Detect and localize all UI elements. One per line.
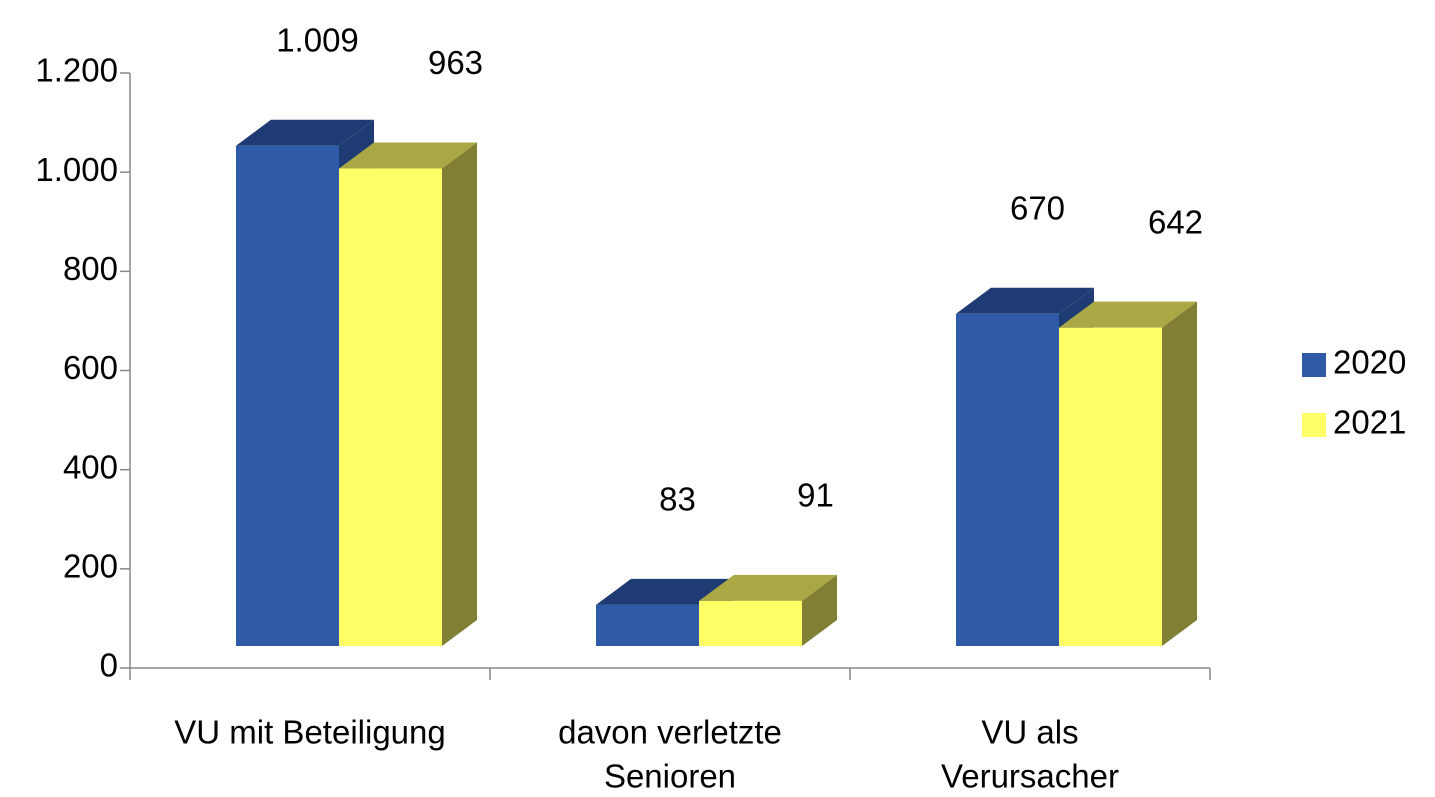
bar [699,600,802,646]
legend-label: 2020 [1333,344,1406,381]
bar [1059,327,1162,646]
bar-side [802,574,837,646]
y-tick-label: 400 [63,448,118,485]
legend-swatch [1302,353,1326,377]
x-tick-label: davon verletzte [558,714,782,751]
bar-side [1162,301,1197,646]
bar-top [699,574,837,601]
bar-top [956,287,1094,314]
bar [339,168,442,646]
x-tick-label: VU als [981,714,1078,751]
y-tick-label: 600 [63,349,118,386]
y-tick-label: 0 [100,647,118,684]
bar-top [339,142,477,169]
legend-label: 2021 [1333,404,1406,441]
x-tick-label: VU mit Beteiligung [174,714,445,751]
bar [596,604,699,646]
legend-swatch [1302,413,1326,437]
bar [236,145,339,646]
data-label: 91 [797,477,834,514]
data-label: 642 [1148,203,1203,240]
y-tick-label: 200 [63,548,118,585]
data-label: 1.009 [276,21,359,58]
bar-side [442,142,477,646]
x-tick-label: Verursacher [941,758,1119,795]
bar-top [596,578,734,605]
x-tick-label: Senioren [604,758,736,795]
data-label: 83 [659,481,696,518]
bar-top [1059,301,1197,328]
y-tick-label: 1.000 [35,151,118,188]
data-label: 963 [428,44,483,81]
y-tick-label: 800 [63,250,118,287]
y-tick-label: 1.200 [35,52,118,89]
data-label: 670 [1010,190,1065,227]
bar [956,313,1059,646]
bar-top [236,119,374,146]
